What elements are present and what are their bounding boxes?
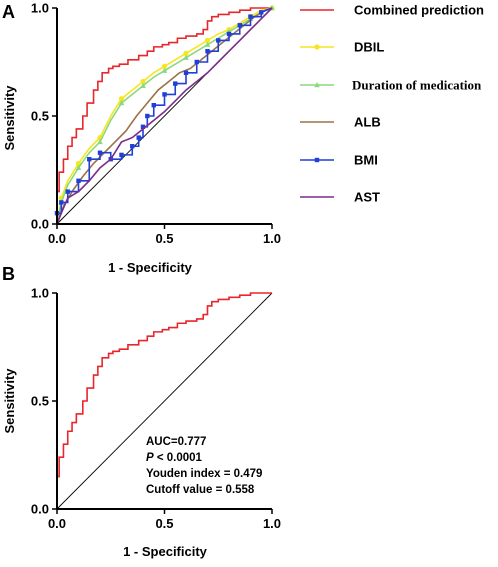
y-tick-label-a: 0.0	[31, 217, 49, 232]
p-value-prefix: P	[146, 452, 154, 464]
legend: Combined prediction DBIL Duration of medic…	[300, 3, 484, 205]
legend-dbil-label: DBIL	[354, 40, 384, 55]
x-tick-label-b: 0.5	[155, 516, 173, 531]
series-a-duration-of-medication-marker	[183, 54, 189, 60]
panel-a: A 0.00.0 0.5 0.5 1.0 1.0 1 - Specificity Sen…	[2, 1, 281, 276]
series-a-bmi-marker	[65, 189, 70, 194]
series-a-dbil	[56, 7, 273, 225]
legend-bmi-label: BMI	[354, 153, 378, 168]
series-a-alb	[56, 7, 273, 225]
series-a-bmi-marker	[145, 113, 150, 119]
x-tick-label-b: 1.0	[263, 516, 281, 531]
series-a-duration-of-medication-marker	[97, 138, 103, 145]
series-a-bmi-marker	[136, 135, 141, 140]
legend-duration-of-medication-label: Duration of medication	[352, 78, 482, 93]
series-a-dbil-marker	[118, 96, 125, 102]
series-a-ast	[56, 7, 273, 225]
plot-area-a: 0.00.0 0.5 0.5 1.0 1.0	[31, 1, 281, 247]
series-b-roc-curve	[56, 292, 272, 509]
x-axis-label-b: 1 - Specificity	[123, 544, 208, 559]
series-a-bmi-marker	[151, 103, 156, 108]
series-a-dbil-marker	[161, 63, 168, 69]
legend-bmi-marker	[314, 157, 320, 163]
p-value-text: < 0.0001	[154, 452, 203, 464]
series-a-bmi-marker	[59, 200, 64, 205]
series-a-bmi-marker	[173, 81, 178, 86]
series-a-dbil-marker	[204, 37, 211, 44]
series-a-dbil-marker	[183, 50, 189, 56]
legend-combined-prediction-label: Combined prediction	[354, 3, 484, 18]
series-a-bmi-marker	[226, 31, 232, 37]
annotation-box-b: AUC=0.777 P < 0.0001 Youden index = 0.47…	[146, 436, 262, 496]
x-tick-label-a: 0.0	[48, 231, 66, 246]
series-a-bmi-marker	[194, 59, 199, 65]
y-axis-label-a: Sensitivity	[2, 85, 17, 151]
y-tick-label-b: 1.0	[31, 286, 49, 301]
x-axis-label-a: 1 - Specificity	[108, 260, 193, 275]
series-a-bmi-marker	[205, 49, 210, 54]
x-tick-label-a: 1.0	[263, 231, 281, 246]
legend-alb-label: ALB	[354, 115, 381, 130]
legend-duration-of-medication-marker	[314, 82, 320, 88]
series-a-combined-prediction	[56, 7, 272, 224]
series-a-duration-of-medication-marker	[140, 82, 146, 88]
series-a-bmi-marker	[97, 150, 103, 155]
panel-label-a: A	[2, 2, 15, 22]
x-tick-label-b: 0.0	[48, 516, 66, 531]
youden-annotation: Youden index = 0.479	[146, 468, 262, 480]
y-tick-label-a: 1.0	[31, 1, 49, 16]
series-a-dbil-marker	[140, 78, 146, 85]
y-axis-label-b: Sensitivity	[2, 368, 17, 434]
y-tick-label-b: 0.0	[31, 502, 49, 517]
series-a-bmi-marker	[87, 157, 92, 162]
y-tick-label-b: 0.5	[31, 394, 49, 409]
panel-label-b: B	[2, 264, 15, 284]
series-a-bmi-marker	[237, 23, 242, 28]
x-tick-label-a: 0.5	[155, 231, 173, 246]
series-a-bmi-marker	[216, 38, 221, 43]
series-a-bmi-marker	[130, 144, 135, 149]
series-a-bmi-marker	[76, 178, 81, 183]
cutoff-annotation: Cutoff value = 0.558	[146, 484, 255, 496]
panel-b: B 0.00.0 0.5 0.5 1.0 1.0 1 - Specificity Sen…	[2, 264, 281, 559]
series-a-bmi-marker	[162, 92, 167, 97]
series-a-bmi-marker	[259, 10, 264, 15]
series-a-duration-of-medication	[56, 7, 273, 225]
p-value-annotation: P < 0.0001	[146, 452, 203, 464]
series-a-duration-of-medication-marker	[75, 164, 82, 171]
reference-diagonal-b	[56, 292, 273, 510]
series-a-duration-of-medication-marker	[204, 41, 211, 47]
auc-annotation: AUC=0.777	[146, 436, 206, 448]
series-a-bmi-marker	[248, 14, 253, 19]
series-a-bmi-marker	[119, 152, 124, 158]
series-a-duration-of-medication-marker	[161, 67, 168, 73]
plot-area-b: 0.00.0 0.5 0.5 1.0 1.0	[31, 286, 281, 532]
series-a-bmi-marker	[183, 70, 189, 75]
y-tick-label-a: 0.5	[31, 109, 49, 124]
legend-ast-label: AST	[354, 190, 380, 205]
legend-dbil-marker	[314, 44, 320, 50]
series-a-bmi-marker	[140, 124, 146, 129]
series-a-duration-of-medication-marker	[118, 100, 125, 106]
